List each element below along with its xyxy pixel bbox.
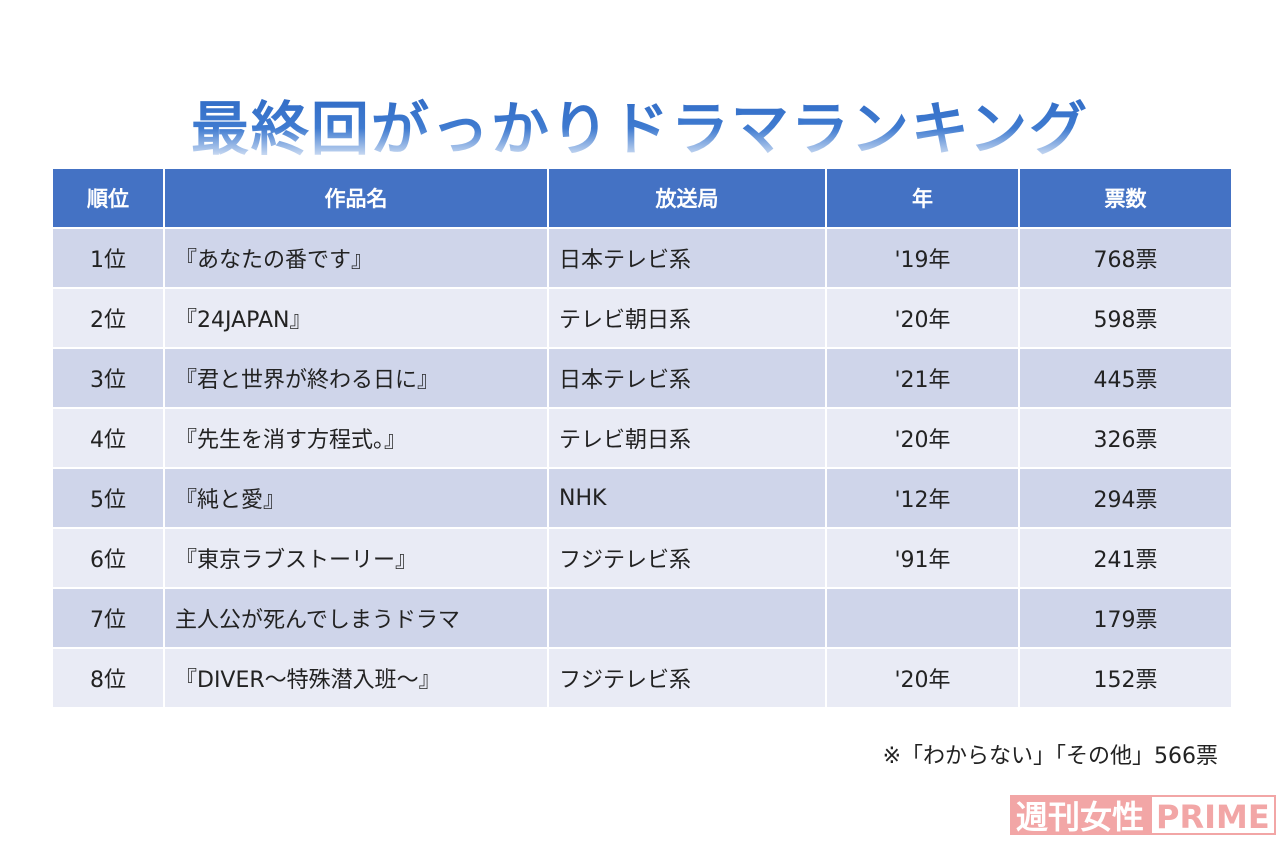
table-cell: フジテレビ系 xyxy=(547,527,827,589)
table-cell: 598票 xyxy=(1018,287,1233,349)
table-cell: 『東京ラブストーリー』 xyxy=(163,527,549,589)
table-cell: 『DIVER～特殊潜入班～』 xyxy=(163,647,549,709)
note: ※「わからない」「その他」566票 xyxy=(882,744,1218,769)
table-cell xyxy=(547,587,827,649)
table-cell: 768票 xyxy=(1018,227,1233,289)
table-cell: 241票 xyxy=(1018,527,1233,589)
table-cell: '91年 xyxy=(825,527,1020,589)
table-cell: '20年 xyxy=(825,407,1020,469)
table-cell: 『純と愛』 xyxy=(163,467,549,529)
title: 最終回がっかりドラマランキング xyxy=(0,82,1280,166)
header-row: 順位 作品名 放送局年票数 xyxy=(51,167,1233,229)
table-cell: 『君と世界が終わる日に』 xyxy=(163,347,549,409)
table-cell: 445票 xyxy=(1018,347,1233,409)
table-cell: 1位 xyxy=(51,227,165,289)
table-cell: 『24JAPAN』 xyxy=(163,287,549,349)
table-cell: 『先生を消す方程式。』 xyxy=(163,407,549,469)
table-cell: '20年 xyxy=(825,287,1020,349)
table-row: 1位 『あなたの番です』 日本テレビ系 '19年 768票 xyxy=(51,227,1233,289)
table-cell: 4位 xyxy=(51,407,165,469)
table-cell: '12年 xyxy=(825,467,1020,529)
table-cell xyxy=(825,587,1020,649)
table-cell: 2位 xyxy=(51,287,165,349)
table-row: 8位 『DIVER～特殊潜入班～』 フジテレビ系 '20年 152票 xyxy=(51,647,1233,709)
table-cell: テレビ朝日系 xyxy=(547,407,827,469)
table-cell: '19年 xyxy=(825,227,1020,289)
table-cell: 日本テレビ系 xyxy=(547,347,827,409)
table-cell: 6位 xyxy=(51,527,165,589)
table-cell: 3位 xyxy=(51,347,165,409)
table-cell: フジテレビ系 xyxy=(547,647,827,709)
table-cell: NHK xyxy=(547,467,827,529)
table-row: 5位 『純と愛』 NHK '12年 294票 xyxy=(51,467,1233,529)
table-row: 2位 『24JAPAN』 テレビ朝日系 '20年 598票 xyxy=(51,287,1233,349)
table-body: 1位 『あなたの番です』 日本テレビ系 '19年 768票 2位 『24JAPAN』 テレビ朝… xyxy=(51,227,1233,709)
table-cell: 8位 xyxy=(51,647,165,709)
table-cell: 326票 xyxy=(1018,407,1233,469)
ranking-table: 順位 作品名 放送局年票数 1位 『あなたの番です』 日本テレビ系 '19年 768票 2位『… xyxy=(51,167,1233,709)
table-cell: 7位 xyxy=(51,587,165,649)
header-cell: 年 xyxy=(825,167,1020,229)
table-row: 4位 『先生を消す方程式。』 テレビ朝日系 '20年 326票 xyxy=(51,407,1233,469)
table-cell: 179票 xyxy=(1018,587,1233,649)
table-row: 7位 主人公が死んでしまうドラマ 179票 xyxy=(51,587,1233,649)
header-cell: 作品名 xyxy=(163,167,549,229)
table-cell: '21年 xyxy=(825,347,1020,409)
header-cell: 順位 xyxy=(51,167,165,229)
logo: 週刊女性 PRIME xyxy=(1010,795,1276,836)
table-cell: 5位 xyxy=(51,467,165,529)
table-cell: 主人公が死んでしまうドラマ xyxy=(163,587,549,649)
table-cell: 294票 xyxy=(1018,467,1233,529)
table-cell: 日本テレビ系 xyxy=(547,227,827,289)
table-cell: '20年 xyxy=(825,647,1020,709)
header-cell: 票数 xyxy=(1018,167,1233,229)
table-cell: 152票 xyxy=(1018,647,1233,709)
table-row: 3位 『君と世界が終わる日に』 日本テレビ系 '21年 445票 xyxy=(51,347,1233,409)
logo-suffix: PRIME xyxy=(1150,795,1276,836)
table-cell: 『あなたの番です』 xyxy=(163,227,549,289)
header-cell: 放送局 xyxy=(547,167,827,229)
logo-brand: 週刊女性 xyxy=(1010,795,1151,836)
table-cell: テレビ朝日系 xyxy=(547,287,827,349)
table-row: 6位 『東京ラブストーリー』 フジテレビ系 '91年 241票 xyxy=(51,527,1233,589)
